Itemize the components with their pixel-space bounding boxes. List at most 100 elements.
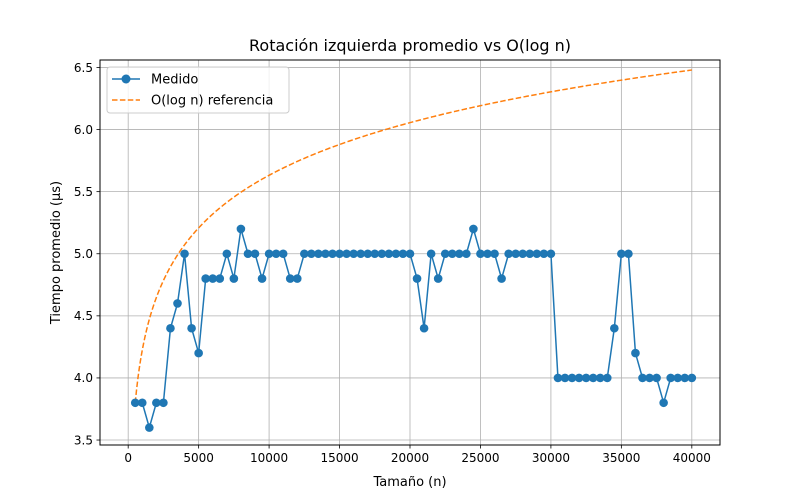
data-point-measured bbox=[602, 373, 612, 383]
data-point-measured bbox=[271, 249, 281, 259]
data-point-measured bbox=[194, 348, 203, 358]
chart-title: Rotación izquierda promedio vs O(log n) bbox=[249, 36, 571, 55]
y-tick-label: 6.0 bbox=[74, 123, 93, 137]
data-point-measured bbox=[356, 249, 365, 259]
data-point-measured bbox=[539, 249, 549, 259]
y-tick-label: 5.5 bbox=[74, 185, 93, 199]
data-point-measured bbox=[567, 373, 577, 383]
data-point-measured bbox=[384, 249, 394, 259]
data-point-measured bbox=[680, 373, 690, 383]
data-point-measured bbox=[166, 323, 175, 333]
data-point-measured bbox=[180, 249, 189, 259]
data-point-measured bbox=[511, 249, 520, 259]
data-point-measured bbox=[307, 249, 316, 259]
data-point-measured bbox=[137, 398, 147, 408]
data-point-measured bbox=[462, 249, 471, 259]
legend-marker-measured bbox=[121, 74, 131, 84]
x-tick-label: 40000 bbox=[673, 451, 711, 465]
data-point-measured bbox=[659, 398, 668, 408]
y-axis-title: Tiempo promedio (µs) bbox=[49, 181, 64, 325]
data-point-measured bbox=[236, 224, 246, 234]
data-point-measured bbox=[490, 249, 499, 259]
data-point-measured bbox=[588, 373, 598, 383]
data-point-measured bbox=[159, 398, 168, 408]
x-tick-label: 20000 bbox=[391, 451, 429, 465]
data-point-measured bbox=[440, 249, 450, 259]
data-point-measured bbox=[363, 249, 373, 259]
series-reference-line bbox=[134, 69, 692, 403]
data-point-measured bbox=[292, 274, 302, 283]
data-point-measured bbox=[285, 274, 295, 283]
data-point-measured bbox=[243, 249, 253, 259]
y-tick-label: 4.0 bbox=[74, 371, 93, 385]
data-point-measured bbox=[426, 249, 436, 259]
data-point-measured bbox=[321, 249, 330, 259]
data-point-measured bbox=[412, 274, 422, 283]
data-point-measured bbox=[504, 249, 513, 259]
data-point-measured bbox=[370, 249, 380, 259]
data-point-measured bbox=[342, 249, 351, 259]
data-point-measured bbox=[497, 274, 506, 283]
data-point-measured bbox=[631, 348, 640, 358]
data-point-measured bbox=[300, 249, 309, 259]
data-point-measured bbox=[638, 373, 647, 383]
plot-lines bbox=[130, 69, 697, 432]
y-tick-label: 5.0 bbox=[74, 247, 93, 261]
data-point-measured bbox=[208, 274, 218, 283]
x-tick-label: 30000 bbox=[532, 451, 570, 465]
data-point-measured bbox=[455, 249, 464, 259]
data-point-measured bbox=[229, 274, 239, 283]
data-point-measured bbox=[553, 373, 563, 383]
data-point-measured bbox=[250, 249, 260, 259]
x-tick-label: 25000 bbox=[461, 451, 499, 465]
legend-label-measured: Medido bbox=[151, 73, 198, 88]
data-point-measured bbox=[595, 373, 605, 383]
data-point-measured bbox=[349, 249, 358, 259]
data-point-measured bbox=[581, 373, 591, 383]
data-point-measured bbox=[447, 249, 457, 259]
data-point-measured bbox=[398, 249, 408, 259]
data-point-measured bbox=[574, 373, 584, 383]
y-tick-label: 4.5 bbox=[74, 309, 93, 323]
data-point-measured bbox=[215, 274, 225, 283]
x-axis-title: Tamaño (n) bbox=[372, 475, 446, 490]
data-point-measured bbox=[560, 373, 570, 383]
data-point-measured bbox=[687, 373, 697, 383]
data-point-measured bbox=[201, 274, 210, 283]
data-point-measured bbox=[624, 249, 633, 259]
data-point-measured bbox=[222, 249, 232, 259]
data-point-measured bbox=[257, 274, 267, 283]
y-tick-label: 6.5 bbox=[74, 61, 93, 75]
data-point-measured bbox=[335, 249, 344, 259]
data-point-measured bbox=[469, 224, 478, 234]
data-point-measured bbox=[673, 373, 683, 383]
data-point-measured bbox=[610, 323, 619, 333]
legend: Medido O(log n) referencia bbox=[106, 66, 290, 114]
data-point-measured bbox=[145, 423, 154, 432]
data-point-measured bbox=[419, 323, 429, 333]
data-point-measured bbox=[433, 274, 443, 283]
legend-box bbox=[106, 66, 290, 114]
y-axis: 3.5 4.0 4.5 5.0 5.5 6.0 6.5 bbox=[74, 61, 100, 447]
data-point-measured bbox=[377, 249, 387, 259]
data-point-measured bbox=[666, 373, 675, 383]
data-point-measured bbox=[130, 398, 140, 408]
data-point-measured bbox=[532, 249, 542, 259]
data-point-measured bbox=[173, 299, 182, 308]
data-point-measured bbox=[518, 249, 528, 259]
y-tick-label: 3.5 bbox=[74, 433, 93, 447]
data-point-measured bbox=[314, 249, 323, 259]
x-tick-label: 5000 bbox=[183, 451, 214, 465]
data-point-measured bbox=[391, 249, 401, 259]
data-point-measured bbox=[405, 249, 415, 259]
x-tick-label: 35000 bbox=[602, 451, 640, 465]
data-point-measured bbox=[525, 249, 535, 259]
grid bbox=[100, 60, 720, 445]
data-point-measured bbox=[152, 398, 161, 408]
data-point-measured bbox=[278, 249, 288, 259]
data-point-measured bbox=[645, 373, 654, 383]
x-axis: 0 5000 10000 15000 20000 25000 30000 35000 40000 bbox=[124, 445, 711, 465]
data-point-measured bbox=[652, 373, 661, 383]
x-tick-label: 10000 bbox=[250, 451, 288, 465]
